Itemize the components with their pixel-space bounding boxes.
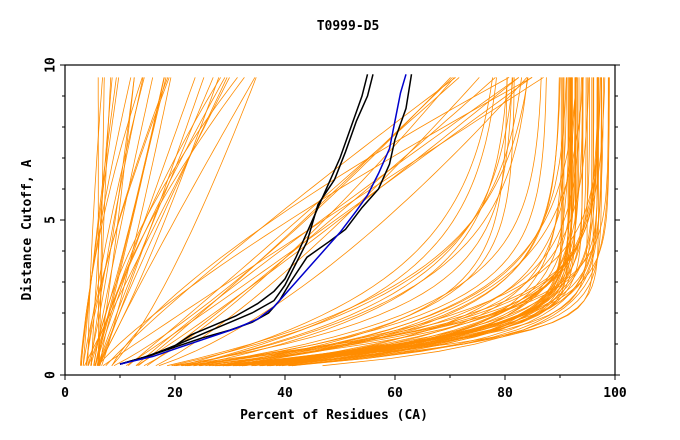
orange-curve-steep-left: [82, 77, 117, 366]
orange-curve-bundle-mid: [187, 77, 547, 367]
orange-curve-bundle-right: [241, 77, 593, 367]
orange-curve-bundle-right: [235, 77, 599, 367]
orange-curve-bundle-mid: [193, 77, 542, 367]
orange-curve-steep-left: [90, 77, 144, 366]
series-line-4: [119, 74, 407, 365]
x-tick-label: 80: [497, 386, 513, 401]
orange-curve-bundle-right: [225, 77, 562, 367]
orange-curve-steep-left: [96, 77, 135, 366]
orange-curve-bundle-right: [223, 77, 587, 367]
orange-curve-bundle-right: [266, 77, 571, 367]
orange-curve-diagonal: [105, 77, 456, 366]
orange-curve-bundle-right: [322, 77, 610, 367]
orange-curve-steep-left: [85, 77, 145, 366]
orange-curve-bundle-right: [278, 77, 564, 367]
x-tick-label: 0: [61, 386, 69, 401]
orange-curve-diagonal: [158, 77, 528, 367]
series-line-3: [119, 74, 413, 365]
orange-curve-diagonal: [155, 77, 480, 367]
orange-curve-steep-left: [98, 77, 205, 366]
orange-curve-steep-left: [98, 77, 105, 366]
x-tick-label: 60: [387, 386, 403, 401]
chart-title: T0999-D5: [317, 19, 380, 34]
orange-curve-bundle-right: [234, 77, 570, 367]
orange-curve-steep-left: [87, 77, 135, 366]
orange-curve-diagonal: [97, 77, 533, 366]
y-axis-label: Distance Cutoff, A: [20, 159, 35, 300]
orange-curve-steep-left: [94, 77, 167, 366]
orange-curve-diagonal: [111, 77, 510, 366]
orange-curve-bundle-right: [222, 77, 594, 367]
orange-curve-steep-left: [101, 77, 172, 366]
orange-curve-bundle-right: [215, 77, 609, 367]
orange-curve-diagonal: [127, 77, 460, 367]
y-tick-label: 0: [44, 371, 59, 379]
x-tick-label: 100: [603, 386, 627, 401]
orange-curve-bundle-right: [205, 77, 567, 367]
orange-curve-steep-left: [80, 77, 120, 366]
y-tick-label: 10: [44, 57, 59, 73]
orange-curve-diagonal: [136, 77, 519, 367]
series-line-2: [119, 74, 369, 365]
orange-curve-bundle-right: [227, 77, 584, 367]
orange-curve-steep-left: [99, 77, 221, 366]
orange-curve-bundle-mid: [173, 77, 513, 367]
orange-curve-bundle-right: [193, 77, 601, 367]
orange-curve-diagonal: [143, 77, 455, 367]
ticks-layer: 0 20 40 60 80 100 0 5 10: [44, 57, 627, 401]
orange-curve-bundle-mid: [185, 77, 528, 367]
orange-curve-bundle-mid: [186, 77, 497, 367]
orange-curve-steep-left: [91, 77, 113, 366]
orange-curve-steep-left: [96, 77, 220, 366]
orange-curve-bundle-right: [188, 77, 599, 367]
orange-curve-diagonal: [138, 77, 453, 367]
x-tick-label: 20: [167, 386, 183, 401]
orange-curve-steep-left: [94, 77, 165, 366]
orange-curve-bundle-mid: [215, 77, 508, 367]
orange-curve-bundle-right: [261, 77, 599, 367]
orange-curve-bundle-right: [268, 77, 570, 367]
orange-curve-bundle-right: [233, 77, 588, 367]
orange-curve-diagonal: [135, 77, 519, 366]
orange-curve-steep-left: [95, 77, 196, 366]
orange-curve-steep-left: [111, 77, 257, 366]
orange-curve-bundle-mid: [193, 77, 508, 367]
orange-curve-steep-left: [87, 77, 103, 366]
orange-curve-bundle-right: [254, 77, 577, 367]
x-axis-label: Percent of Residues (CA): [240, 408, 428, 423]
orange-curve-diagonal: [125, 77, 532, 367]
orange-curve-bundle-right: [215, 77, 569, 367]
orange-curve-bundle-right: [281, 77, 602, 367]
orange-curve-bundle-mid: [167, 77, 529, 367]
orange-curve-bundle-mid: [180, 77, 493, 367]
curves-layer: [80, 74, 610, 367]
orange-curve-bundle-right: [223, 77, 561, 367]
orange-curve-diagonal: [113, 77, 451, 367]
orange-curve-steep-left: [81, 77, 143, 366]
y-tick-label: 5: [44, 216, 59, 224]
x-tick-label: 40: [277, 386, 293, 401]
orange-curve-steep-left: [93, 77, 154, 366]
orange-curve-diagonal: [102, 77, 544, 367]
orange-curve-diagonal: [146, 77, 496, 367]
orange-curve-bundle-right: [228, 77, 573, 367]
